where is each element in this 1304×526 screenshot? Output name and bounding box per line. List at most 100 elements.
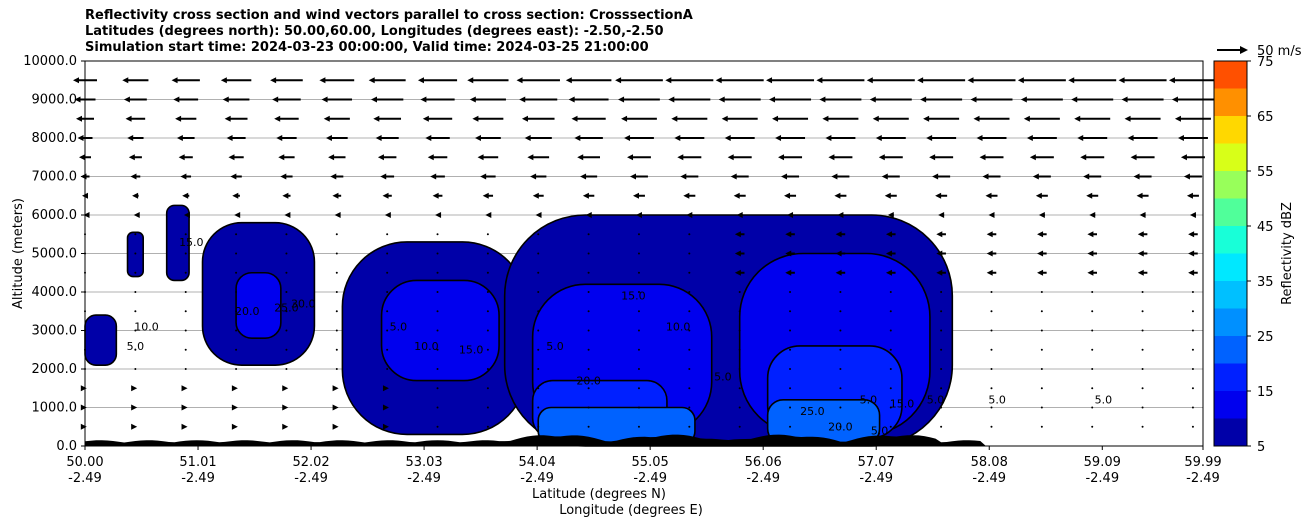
wind-vector — [230, 173, 242, 180]
wind-vector — [131, 423, 138, 430]
wind-vector — [825, 135, 856, 141]
wind-vector — [128, 154, 142, 161]
wind-vector-head — [615, 77, 622, 84]
wind-vector — [839, 387, 842, 390]
wind-vector-head — [282, 423, 289, 430]
contour-label: 15.0 — [621, 290, 646, 303]
wind-vector-dot — [1191, 329, 1194, 332]
wind-vector-head — [122, 77, 129, 84]
wind-vector-head — [1127, 135, 1134, 141]
wind-vector-head — [535, 212, 542, 218]
wind-vector-head — [276, 135, 283, 141]
wind-vector — [285, 329, 288, 332]
wind-vector — [1141, 329, 1144, 332]
wind-vector-dot — [738, 406, 741, 409]
wind-vector-dot — [990, 368, 993, 370]
wind-vector — [435, 212, 442, 218]
colorbar-segment — [1214, 198, 1247, 226]
wind-vector — [878, 154, 903, 161]
wind-vector — [688, 329, 691, 332]
wind-vector-head — [80, 423, 87, 430]
wind-vector-head — [181, 423, 188, 430]
wind-vector — [181, 404, 188, 411]
wind-vector-head — [936, 269, 943, 276]
x-tick-label-lat: 59.99 — [1184, 455, 1221, 470]
wind-vector — [789, 368, 792, 370]
wind-vector — [688, 233, 691, 236]
wind-vector — [632, 192, 645, 199]
wind-vector — [784, 192, 797, 199]
wind-vector-head — [565, 77, 572, 84]
wind-vector-head — [328, 154, 335, 161]
wind-vector-dot — [1091, 310, 1094, 313]
wind-vector-dot — [1191, 310, 1194, 313]
wind-vector-dot — [1141, 387, 1144, 390]
wind-vector — [234, 212, 241, 218]
wind-vector-dot — [889, 406, 892, 409]
wind-vector — [472, 115, 504, 122]
wind-vector-dot — [537, 252, 540, 255]
wind-vector — [235, 271, 238, 274]
wind-vector-dot — [738, 291, 741, 293]
wind-vector — [724, 135, 755, 141]
wind-vector-dot — [184, 233, 187, 236]
wind-vector-head — [128, 154, 135, 161]
wind-vector — [1040, 387, 1043, 390]
wind-vector-head — [630, 173, 637, 180]
wind-vector-dot — [537, 368, 540, 370]
wind-vector — [574, 135, 603, 141]
wind-vector — [184, 348, 187, 351]
wind-vector — [1040, 329, 1043, 332]
wind-vector — [1087, 269, 1098, 276]
wind-vector-dot — [486, 329, 489, 332]
wind-vector-head — [231, 385, 238, 392]
wind-vector — [282, 385, 289, 392]
wind-vector-dot — [688, 252, 691, 255]
y-tick-label: 9000.0 — [32, 93, 78, 108]
wind-vector — [386, 233, 389, 236]
wind-vector-dot — [285, 310, 288, 313]
wind-vector — [637, 310, 640, 313]
wind-vector — [1083, 173, 1102, 180]
wind-vector-dot — [688, 233, 691, 236]
wind-vector — [1029, 154, 1054, 161]
wind-vector-head — [787, 212, 794, 218]
wind-vector — [688, 406, 691, 409]
wind-vector-head — [785, 231, 792, 238]
wind-vector-head — [1087, 250, 1094, 257]
wind-vector — [235, 252, 238, 255]
wind-vector — [1074, 115, 1111, 122]
reflectivity-region — [235, 271, 282, 339]
wind-vector — [1191, 406, 1194, 409]
contour-label: 5.0 — [1095, 394, 1113, 407]
wind-vector — [436, 252, 439, 255]
colorbar-label: Reflectivity dBZ — [1280, 202, 1295, 305]
x-tick-label-lon: -2.49 — [746, 471, 780, 486]
wind-vector-dot — [839, 310, 842, 313]
colorbar-segment — [1214, 253, 1247, 281]
wind-vector-head — [887, 212, 894, 218]
wind-vector — [785, 269, 795, 276]
wind-key-label: 50 m/s — [1257, 44, 1302, 59]
wind-vector — [328, 154, 346, 161]
wind-vector-head — [323, 115, 330, 122]
wind-vector — [630, 173, 648, 180]
wind-vector — [1139, 212, 1146, 218]
wind-vector-dot — [738, 387, 741, 390]
x-tick-label-lat: 57.07 — [858, 455, 895, 470]
wind-vector-dot — [789, 425, 792, 428]
wind-vector-dot — [990, 387, 993, 390]
wind-vector-head — [621, 115, 628, 122]
wind-vector — [519, 96, 558, 103]
wind-vector-head — [1087, 231, 1094, 238]
wind-vector — [1089, 212, 1096, 218]
wind-vector-head — [1038, 212, 1045, 218]
wind-vector-head — [375, 135, 382, 141]
chart-title-line-3: Simulation start time: 2024-03-23 00:00:… — [85, 40, 649, 55]
wind-vector — [73, 77, 97, 84]
wind-vector-head — [923, 115, 930, 122]
wind-vector — [386, 329, 389, 332]
wind-vector — [869, 96, 912, 103]
wind-vector-head — [618, 96, 625, 103]
wind-vector-dot — [789, 291, 792, 293]
